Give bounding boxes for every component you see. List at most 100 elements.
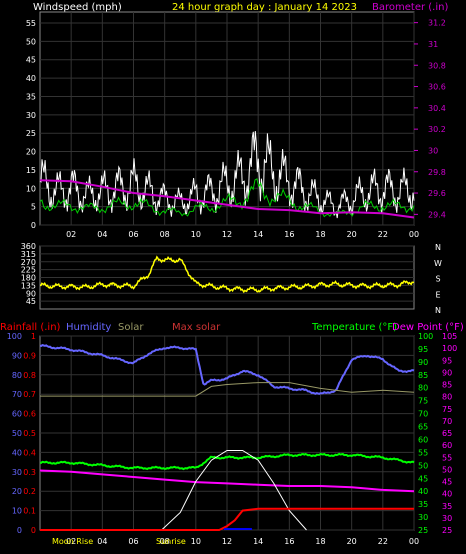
barometer-tick-label: 30.4: [428, 104, 446, 113]
max-solar-curve: [161, 450, 307, 531]
dew-point-tick-label: 35: [442, 502, 452, 511]
temperature-tick-label: 75: [418, 397, 428, 406]
dew-point-tick-label: 45: [442, 478, 452, 487]
humidity-tick-label: 90: [12, 351, 22, 360]
direction-tick-label: 315: [21, 250, 36, 259]
legend-rainfall: Rainfall (.in): [0, 322, 61, 333]
direction-tick-label: 360: [21, 242, 36, 251]
wind-x-tick-label: 00: [409, 230, 419, 239]
compass-label: N: [435, 306, 441, 315]
wind-tick-label: 40: [26, 74, 36, 83]
wind-tick-label: 45: [26, 56, 36, 65]
temperature-tick-label: 85: [418, 371, 428, 380]
temperature-tick-label: 50: [418, 461, 428, 470]
sunrise-label: Sunrise: [156, 537, 186, 546]
dew-point-tick-label: 95: [442, 356, 452, 365]
rain-rate-bar: [223, 528, 252, 530]
temperature-tick-label: 90: [418, 358, 428, 367]
barometer-tick-label: 29.6: [428, 189, 446, 198]
wind-tick-label: 10: [26, 184, 36, 193]
direction-tick-label: 135: [21, 281, 36, 290]
weather-x-tick-label: 22: [378, 537, 388, 546]
compass-label: N: [435, 243, 441, 252]
wind-x-tick-label: 02: [66, 230, 76, 239]
temperature-tick-label: 30: [418, 513, 428, 522]
dew-point-tick-label: 25: [442, 526, 452, 535]
weather-x-tick-label: 04: [97, 537, 107, 546]
dew-point-tick-label: 85: [442, 381, 452, 390]
weather-x-tick-label: 06: [128, 537, 138, 546]
weather-x-tick-label: 02: [66, 537, 76, 546]
temperature-tick-label: 40: [418, 487, 428, 496]
dew-point-tick-label: 65: [442, 429, 452, 438]
humidity-tick-label: 70: [12, 390, 22, 399]
wind-tick-label: 20: [26, 148, 36, 157]
wind-tick-label: 15: [26, 166, 36, 175]
wind-tick-label: 25: [26, 129, 36, 138]
dew-point-tick-label: 70: [442, 417, 452, 426]
temperature-tick-label: 100: [418, 332, 433, 341]
wind-tick-label: 35: [26, 92, 36, 101]
rain-tick-label: 0: [31, 526, 36, 535]
weather-x-tick-label: 10: [191, 537, 201, 546]
barometer-tick-label: 30.8: [428, 61, 446, 70]
compass-label: E: [435, 290, 440, 299]
wind-tick-label: 5: [31, 203, 36, 212]
humidity-tick-label: 10: [12, 507, 22, 516]
legend-temperature: Temperature (°F): [311, 322, 397, 333]
dew-point-tick-label: 105: [442, 332, 457, 341]
dew-point-tick-label: 90: [442, 368, 452, 377]
humidity-tick-label: 50: [12, 429, 22, 438]
barometer-line: [39, 179, 415, 219]
barometer-tick-label: 29.4: [428, 210, 446, 219]
wind-x-tick-label: 20: [347, 230, 357, 239]
dew-point-line: [39, 469, 415, 493]
weather-x-tick-label: 16: [284, 537, 294, 546]
weather-x-tick-label: 18: [315, 537, 325, 546]
barometer-axis-label: Barometer (.in): [372, 2, 448, 13]
wind-x-tick-label: 16: [284, 230, 294, 239]
wind-x-tick-label: 04: [97, 230, 107, 239]
wind-tick-label: 55: [26, 19, 36, 28]
wind-x-tick-label: 22: [378, 230, 388, 239]
temperature-tick-label: 95: [418, 345, 428, 354]
wind-x-tick-label: 18: [315, 230, 325, 239]
temperature-tick-label: 25: [418, 526, 428, 535]
wind-x-tick-label: 12: [222, 230, 232, 239]
barometer-tick-label: 30.6: [428, 83, 446, 92]
legend-dew-point: Dew Point (°F): [392, 322, 464, 333]
barometer-tick-label: 30.2: [428, 125, 446, 134]
wind-x-tick-label: 08: [160, 230, 170, 239]
dew-point-tick-label: 55: [442, 453, 452, 462]
rain-tick-label: 0.5: [23, 429, 36, 438]
graph-title: 24 hour graph day : January 14 2023: [172, 2, 357, 13]
wind-x-tick-label: 10: [191, 230, 201, 239]
legend-humidity: Humidity: [66, 322, 111, 333]
rain-tick-label: 0.4: [23, 448, 36, 457]
rain-tick-label: 0.8: [23, 371, 36, 380]
direction-tick-label: 270: [21, 258, 36, 267]
temperature-tick-label: 45: [418, 474, 428, 483]
dew-point-tick-label: 60: [442, 441, 452, 450]
rain-tick-label: 0.9: [23, 351, 36, 360]
weather-x-tick-label: 08: [160, 537, 170, 546]
rainfall-line: [40, 507, 414, 531]
wind-tick-label: 50: [26, 37, 36, 46]
rain-tick-label: 0.6: [23, 410, 36, 419]
wind-tick-label: 0: [31, 221, 36, 230]
weather-x-tick-label: 14: [253, 537, 263, 546]
moonrise-label: Moon Rise: [52, 537, 93, 546]
direction-tick-label: 225: [21, 266, 36, 275]
temperature-tick-label: 55: [418, 448, 428, 457]
humidity-tick-label: 0: [17, 526, 22, 535]
temperature-tick-label: 70: [418, 410, 428, 419]
rain-tick-label: 0.7: [23, 390, 36, 399]
rain-tick-label: 0.2: [23, 487, 36, 496]
humidity-tick-label: 100: [7, 332, 22, 341]
dew-point-tick-label: 100: [442, 344, 457, 353]
barometer-tick-label: 31: [428, 40, 438, 49]
wind-average-line: [39, 178, 415, 218]
legend-max-solar: Max solar: [172, 322, 221, 333]
wind-direction-line: [40, 255, 415, 294]
